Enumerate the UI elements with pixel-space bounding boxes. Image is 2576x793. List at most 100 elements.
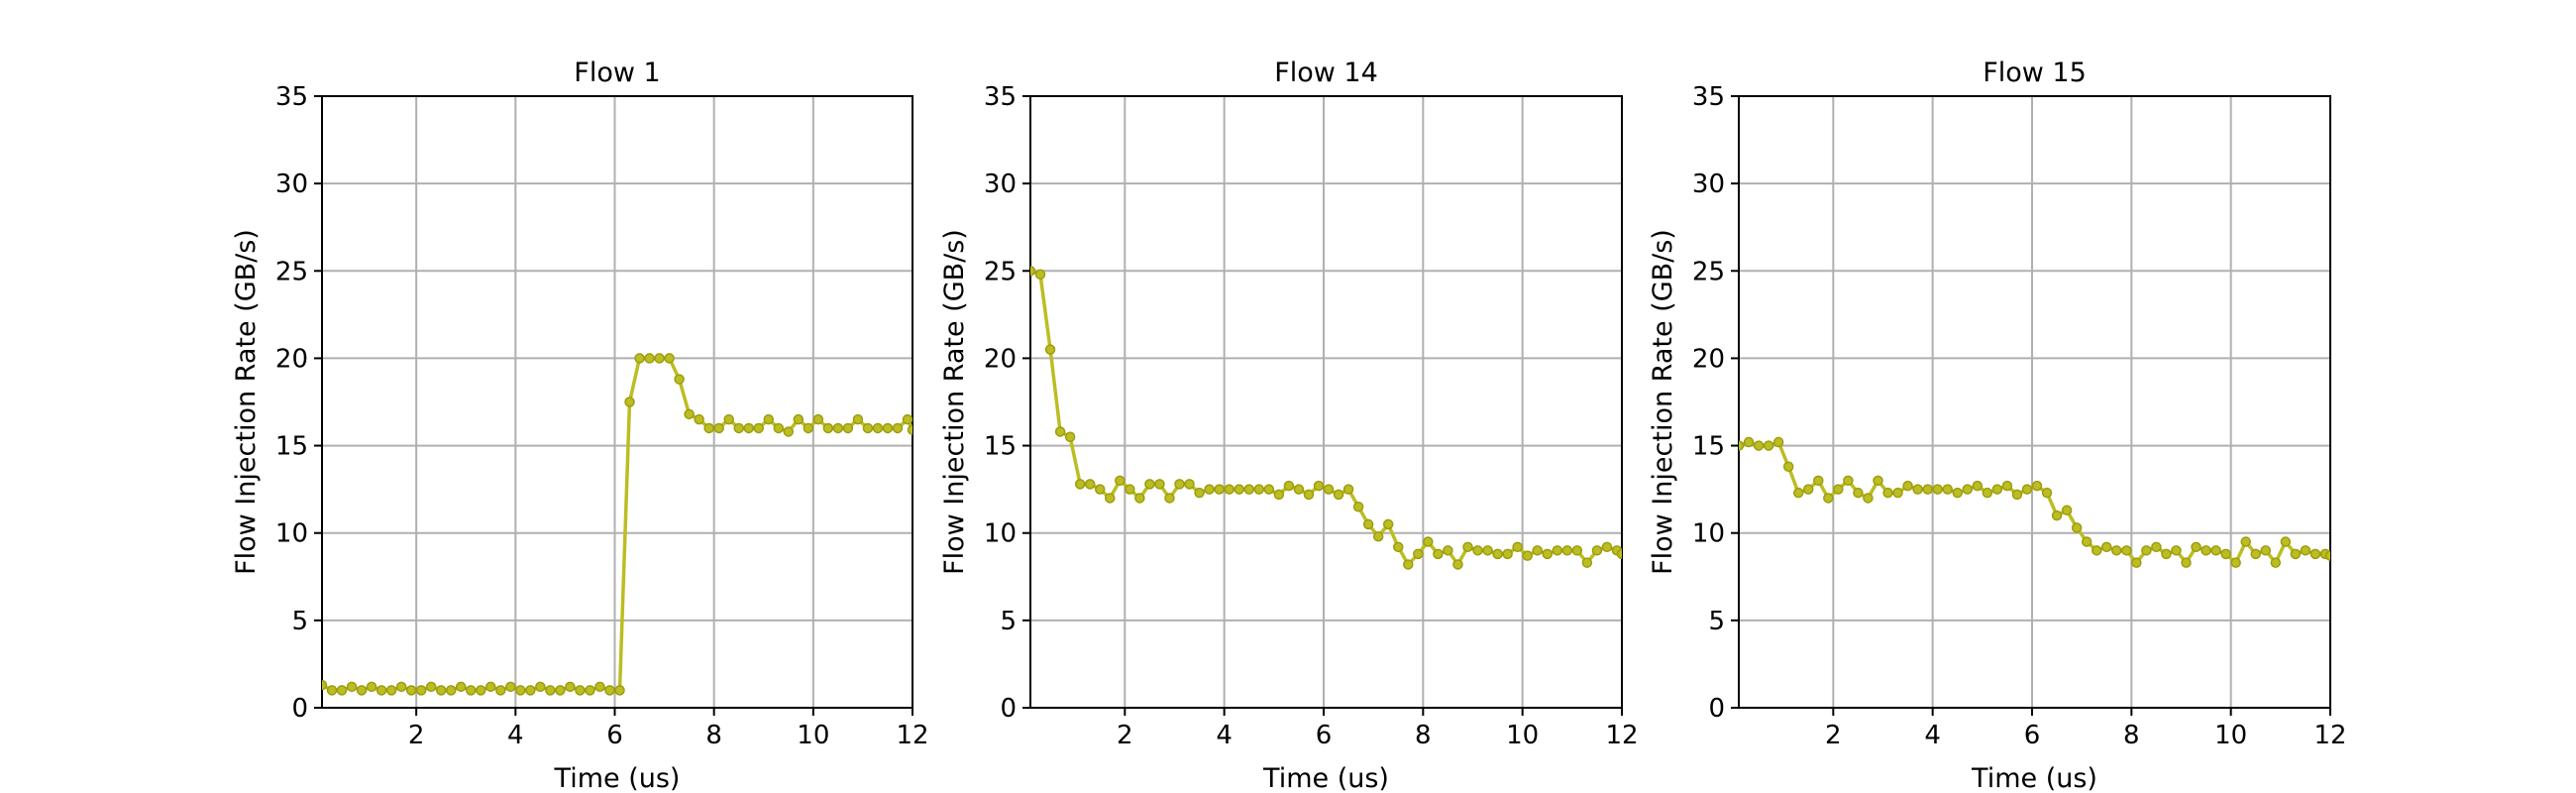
data-point	[425, 681, 437, 693]
data-point	[614, 685, 625, 696]
data-point	[882, 422, 894, 434]
data-point	[1283, 480, 1295, 492]
y-tick-label: 35	[275, 82, 308, 112]
data-point	[713, 422, 724, 434]
data-point	[1561, 545, 1573, 556]
data-point	[2041, 487, 2053, 499]
data-point	[2300, 545, 2311, 556]
data-point	[1813, 475, 1824, 487]
data-point	[2100, 541, 2112, 553]
data-point	[1034, 269, 1046, 281]
data-point	[405, 685, 417, 696]
data-point	[902, 413, 912, 425]
data-point	[356, 685, 368, 696]
data-point	[2031, 480, 2043, 492]
data-point	[1462, 541, 1473, 553]
x-tick-label: 10	[2214, 721, 2247, 750]
x-axis-label: Time (us)	[1971, 763, 2097, 793]
x-tick-label: 6	[2024, 721, 2041, 750]
data-point	[2091, 545, 2102, 556]
data-point	[435, 685, 447, 696]
data-point	[2081, 536, 2093, 547]
plot-frame	[1029, 95, 1623, 709]
data-point	[1204, 484, 1215, 495]
data-point	[743, 422, 754, 434]
data-point	[336, 685, 348, 696]
data-point	[1443, 545, 1453, 556]
y-tick-label: 15	[275, 432, 308, 462]
data-point	[694, 413, 704, 425]
data-point	[1763, 440, 1774, 451]
data-point	[1739, 440, 1745, 451]
data-point	[822, 422, 834, 434]
y-tick-label: 20	[984, 344, 1017, 374]
data-point	[2111, 545, 2122, 556]
data-point	[1413, 548, 1424, 560]
data-point	[1214, 484, 1225, 495]
data-point	[1502, 548, 1513, 560]
y-tick-label: 5	[291, 607, 308, 636]
data-point	[1873, 475, 1883, 487]
data-point	[1263, 484, 1275, 495]
data-point	[1522, 550, 1533, 561]
data-point	[585, 685, 595, 696]
data-point	[1932, 484, 1943, 495]
x-tick-label: 12	[896, 721, 928, 750]
data-point	[753, 422, 764, 434]
data-point	[783, 426, 795, 437]
data-point	[1293, 484, 1305, 495]
data-point	[1972, 480, 1984, 492]
data-point	[1882, 487, 1893, 499]
y-tick-label: 25	[984, 257, 1017, 286]
y-tick-label: 35	[1692, 82, 1725, 112]
y-tick-label: 10	[1692, 519, 1725, 549]
chart-panel-2: 2 4 6 8 10 12 0 5 10 15 20 25 30 35 Flow 14 Time (us) Fl…	[939, 57, 1639, 793]
data-point	[1492, 548, 1503, 560]
data-point	[1753, 440, 1765, 451]
data-point	[1552, 545, 1563, 556]
x-tick-label: 2	[408, 721, 425, 750]
data-point	[1616, 548, 1622, 560]
data-point	[2324, 550, 2330, 561]
data-point	[1333, 489, 1344, 501]
data-point	[1532, 545, 1543, 556]
data-point	[773, 422, 785, 434]
y-tick-label: 10	[275, 519, 308, 549]
data-point	[322, 679, 328, 691]
y-tick-label: 0	[291, 694, 308, 724]
data-point	[2250, 548, 2261, 560]
data-point	[1482, 545, 1493, 556]
data-point	[733, 422, 744, 434]
y-tick-label: 0	[1708, 694, 1725, 724]
data-point	[366, 681, 377, 693]
data-point	[1164, 493, 1175, 504]
data-point	[872, 422, 884, 434]
data-point	[445, 685, 457, 696]
y-tick-label: 25	[1692, 257, 1725, 286]
chart-title: Flow 14	[1274, 57, 1378, 88]
data-point	[2280, 536, 2292, 547]
data-point	[1863, 493, 1874, 504]
data-point	[2161, 548, 2172, 560]
data-point	[1581, 557, 1593, 568]
x-tick-label: 12	[2313, 721, 2346, 750]
x-tick-label: 6	[1316, 721, 1333, 750]
data-point	[763, 413, 775, 425]
data-point	[555, 685, 566, 696]
y-axis-label: Flow Injection Rate (GB/s)	[1648, 229, 1678, 575]
data-point	[575, 685, 586, 696]
data-point	[634, 353, 645, 364]
data-point	[1853, 487, 1864, 499]
data-point	[485, 681, 496, 693]
data-point	[326, 685, 338, 696]
data-point	[604, 685, 615, 696]
data-point	[1342, 484, 1354, 495]
data-point	[2290, 548, 2302, 560]
data-point	[2121, 545, 2132, 556]
x-axis-label: Time (us)	[554, 763, 681, 793]
data-point	[2210, 545, 2221, 556]
data-point	[1452, 559, 1463, 570]
y-tick-label: 0	[1000, 694, 1017, 724]
data-point	[1433, 548, 1444, 560]
